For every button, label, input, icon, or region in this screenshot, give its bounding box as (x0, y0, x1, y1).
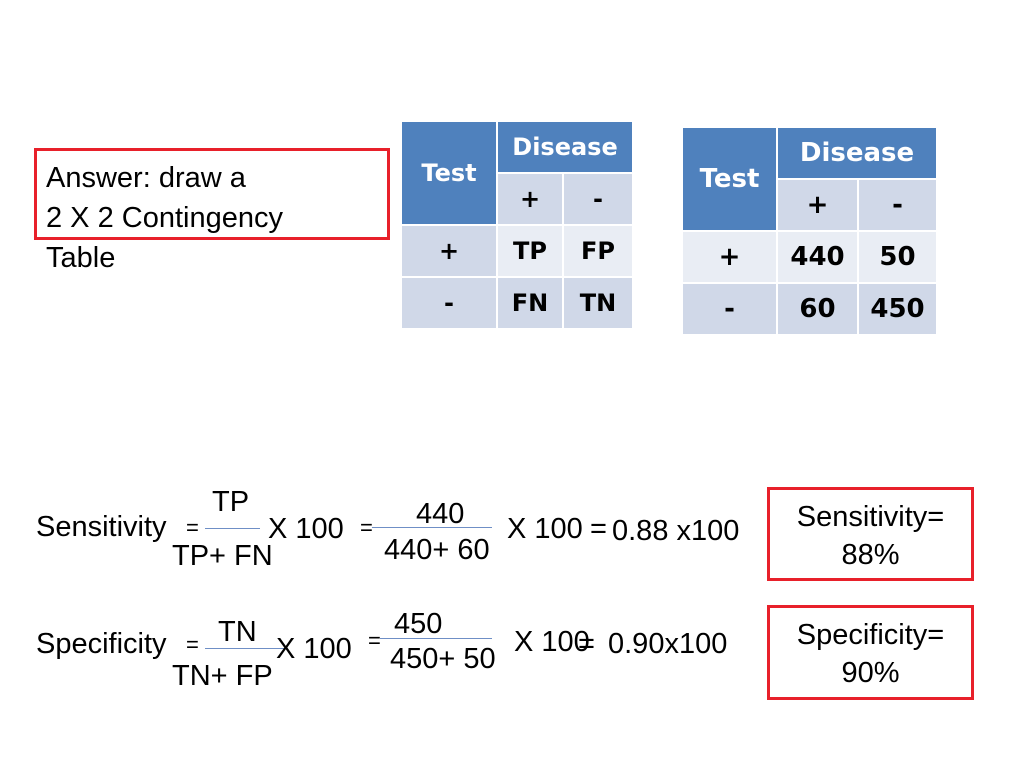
sensitivity-value-fraction-line (372, 527, 492, 528)
answer-line-1: Answer: draw a (46, 162, 246, 194)
test-header: Test (683, 128, 778, 232)
specificity-fraction-line (205, 648, 287, 649)
disease-header: Disease (498, 122, 634, 174)
sensitivity-result-value: 88% (841, 539, 900, 571)
disease-negative-header: - (859, 180, 938, 232)
disease-positive-header: + (778, 180, 859, 232)
specificity-equals-3: = (578, 628, 595, 660)
test-positive-label: + (683, 232, 778, 284)
disease-positive-header: + (498, 174, 564, 226)
sensitivity-numerator: TP (212, 486, 250, 518)
answer-line-2: 2 X 2 Contingency (46, 202, 283, 234)
specificity-value-fraction-line (380, 638, 492, 639)
cell-true-negative: 450 (859, 284, 938, 336)
disease-negative-header: - (564, 174, 634, 226)
specificity-times: X 100 (276, 633, 352, 665)
sensitivity-equals: = (186, 515, 199, 540)
contingency-table-values: Test Disease + - + 440 50 - 60 450 (683, 128, 938, 336)
sensitivity-result-box: Sensitivity= 88% (767, 487, 974, 581)
sensitivity-times: X 100 (268, 513, 344, 545)
sensitivity-den-value: 440+ 60 (384, 534, 490, 566)
sensitivity-fraction-line (205, 528, 260, 529)
cell-true-positive: 440 (778, 232, 859, 284)
contingency-table-generic: Test Disease + - + TP FP - FN TN (402, 122, 634, 330)
specificity-den-value: 450+ 50 (390, 643, 496, 675)
cell-fn: FN (498, 278, 564, 330)
cell-fp: FP (564, 226, 634, 278)
specificity-equals-2: = (368, 628, 381, 653)
answer-box (34, 148, 390, 240)
specificity-result-expression: 0.90x100 (608, 628, 728, 660)
answer-line-3: Table (46, 242, 116, 274)
specificity-num-value: 450 (394, 608, 443, 640)
specificity-denominator: TN+ FP (172, 660, 273, 692)
test-negative-label: - (402, 278, 498, 330)
sensitivity-equals-2: = (360, 515, 373, 540)
test-positive-label: + (402, 226, 498, 278)
specificity-equals: = (186, 632, 199, 657)
cell-false-negative: 60 (778, 284, 859, 336)
specificity-result-box: Specificity= 90% (767, 605, 974, 700)
specificity-result-label: Specificity= (796, 619, 945, 651)
specificity-result-value: 90% (841, 657, 900, 689)
sensitivity-label: Sensitivity (36, 511, 167, 543)
cell-tp: TP (498, 226, 564, 278)
sensitivity-equals-3: = (590, 513, 607, 545)
answer-text: Answer: draw a 2 X 2 Contingency Table (46, 158, 283, 278)
sensitivity-denominator: TP+ FN (172, 540, 273, 572)
sensitivity-num-value: 440 (416, 498, 465, 530)
sensitivity-result-expression: 0.88 x100 (612, 515, 740, 547)
disease-header: Disease (778, 128, 938, 180)
specificity-numerator: TN (218, 616, 257, 648)
specificity-label: Specificity (36, 628, 167, 660)
test-negative-label: - (683, 284, 778, 336)
test-header: Test (402, 122, 498, 226)
sensitivity-times-2: X 100 (507, 513, 583, 545)
cell-false-positive: 50 (859, 232, 938, 284)
sensitivity-result-label: Sensitivity= (796, 501, 945, 533)
specificity-times-2: X 100 (514, 626, 590, 658)
cell-tn: TN (564, 278, 634, 330)
